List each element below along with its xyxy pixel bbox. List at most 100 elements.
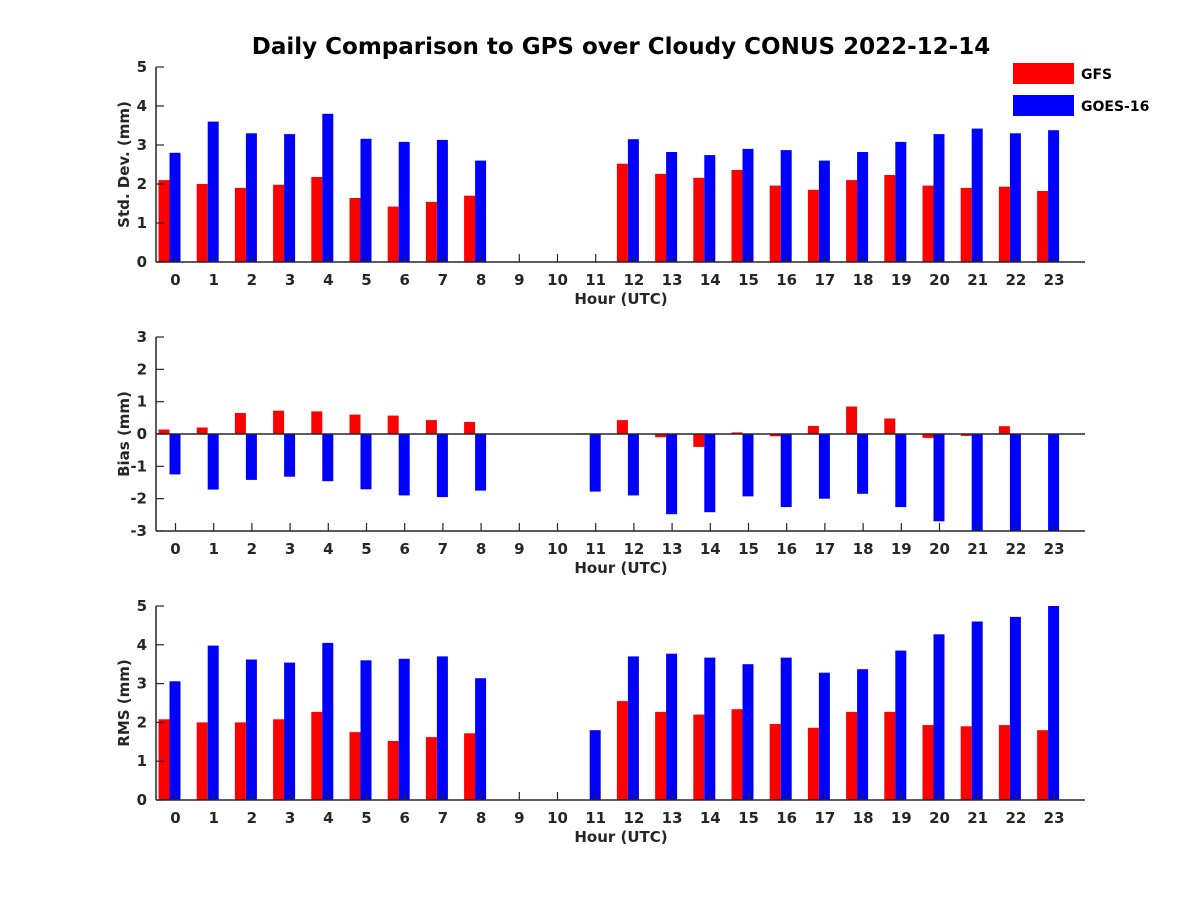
bar-gfs-hour-0 [158,719,170,800]
x-tick-label: 20 [929,540,950,558]
x-tick-label: 5 [361,540,371,558]
x-tick-label: 17 [814,271,835,289]
y-tick-label: 0 [137,425,147,443]
bar-goes16-hour-5 [360,660,372,800]
y-tick-label: 1 [137,393,147,411]
x-tick-label: 9 [514,271,524,289]
x-tick-label: 3 [285,271,295,289]
bar-goes16-hour-5 [360,138,372,262]
bar-goes16-hour-18 [857,434,869,494]
x-tick-label: 1 [208,540,218,558]
chart-title: Daily Comparison to GPS over Cloudy CONU… [252,34,990,60]
bar-goes16-hour-16 [780,434,792,508]
bar-gfs-hour-2 [234,187,246,262]
bar-gfs-hour-6 [387,415,399,434]
bar-goes16-hour-22 [1009,434,1021,531]
bar-gfs-hour-20 [922,185,934,262]
bar-goes16-hour-15 [742,148,754,262]
bar-gfs-hour-13 [655,173,667,262]
x-tick-label: 7 [438,540,448,558]
y-axis-label: Std. Dev. (mm) [115,101,133,228]
x-tick-label: 1 [208,271,218,289]
bar-goes16-hour-21 [971,434,983,531]
legend: GFS GOES-16 [1013,63,1149,116]
bar-goes16-hour-2 [245,434,257,480]
bar-goes16-hour-21 [971,128,983,262]
bar-gfs-hour-17 [807,425,819,434]
bar-gfs-hour-22 [998,725,1010,800]
bar-gfs-hour-17 [807,189,819,262]
bar-goes16-hour-13 [666,434,678,515]
x-axis-label: Hour (UTC) [574,828,667,846]
bar-gfs-hour-18 [846,180,858,262]
bar-goes16-hour-22 [1009,133,1021,262]
bar-gfs-hour-16 [769,434,781,437]
bar-goes16-hour-20 [933,634,945,800]
bar-gfs-hour-8 [464,733,476,800]
x-tick-label: 17 [814,809,835,827]
x-tick-label: 2 [247,540,257,558]
bar-goes16-hour-19 [895,434,907,508]
bar-gfs-hour-20 [922,725,934,800]
bar-gfs-hour-5 [349,414,361,434]
bar-gfs-hour-12 [616,701,628,800]
bar-gfs-hour-15 [731,709,743,800]
bar-gfs-hour-21 [960,434,972,436]
x-tick-label: 21 [967,540,988,558]
bar-goes16-hour-19 [895,650,907,800]
bar-goes16-hour-20 [933,434,945,522]
x-tick-label: 22 [1005,271,1026,289]
bar-gfs-hour-3 [273,184,285,262]
y-tick-label: 3 [137,136,147,154]
bar-goes16-hour-3 [284,134,296,262]
x-tick-label: 15 [738,540,759,558]
x-tick-label: 3 [285,809,295,827]
bar-goes16-hour-2 [245,659,257,800]
x-tick-label: 5 [361,809,371,827]
x-tick-label: 15 [738,809,759,827]
bar-gfs-hour-22 [998,186,1010,262]
x-tick-label: 14 [700,271,721,289]
bar-gfs-hour-14 [693,434,705,447]
bar-goes16-hour-4 [322,113,334,262]
x-axis-label: Hour (UTC) [574,290,667,308]
bar-gfs-hour-1 [196,722,208,800]
bar-goes16-hour-22 [1009,616,1021,800]
x-tick-label: 4 [323,809,333,827]
bar-gfs-hour-15 [731,432,743,434]
bar-goes16-hour-3 [284,434,296,477]
bar-gfs-hour-7 [425,420,437,434]
y-tick-label: -2 [130,490,147,508]
bar-goes16-hour-17 [818,434,830,499]
bar-goes16-hour-14 [704,155,716,262]
y-tick-label: 1 [137,214,147,232]
bar-goes16-hour-0 [169,152,181,262]
x-tick-label: 10 [547,540,568,558]
x-tick-label: 8 [476,540,486,558]
x-tick-label: 6 [399,271,409,289]
bar-goes16-hour-23 [1048,434,1060,531]
legend-swatch-goes16 [1013,95,1074,116]
bar-gfs-hour-1 [196,184,208,262]
x-tick-label: 0 [170,271,180,289]
x-tick-label: 12 [623,809,644,827]
x-tick-label: 10 [547,271,568,289]
x-tick-label: 21 [967,271,988,289]
bar-gfs-hour-13 [655,434,667,438]
bar-gfs-hour-1 [196,427,208,434]
x-tick-label: 7 [438,809,448,827]
x-tick-label: 0 [170,540,180,558]
x-tick-label: 9 [514,809,524,827]
y-axis-label: RMS (mm) [115,659,133,746]
bar-goes16-hour-16 [780,657,792,800]
bar-gfs-hour-3 [273,410,285,434]
y-tick-label: -3 [130,522,147,540]
x-axis-label: Hour (UTC) [574,559,667,577]
y-tick-label: 2 [137,360,147,378]
bar-goes16-hour-12 [627,656,639,800]
bar-gfs-hour-19 [884,418,896,434]
x-tick-label: 1 [208,809,218,827]
bar-gfs-hour-12 [616,163,628,262]
